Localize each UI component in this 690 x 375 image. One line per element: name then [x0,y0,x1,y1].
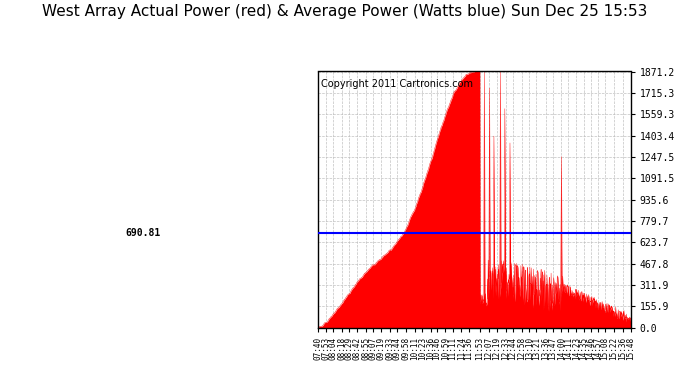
Text: Copyright 2011 Cartronics.com: Copyright 2011 Cartronics.com [321,79,473,89]
Text: 690.81: 690.81 [126,228,161,238]
Text: West Array Actual Power (red) & Average Power (Watts blue) Sun Dec 25 15:53: West Array Actual Power (red) & Average … [42,4,648,19]
